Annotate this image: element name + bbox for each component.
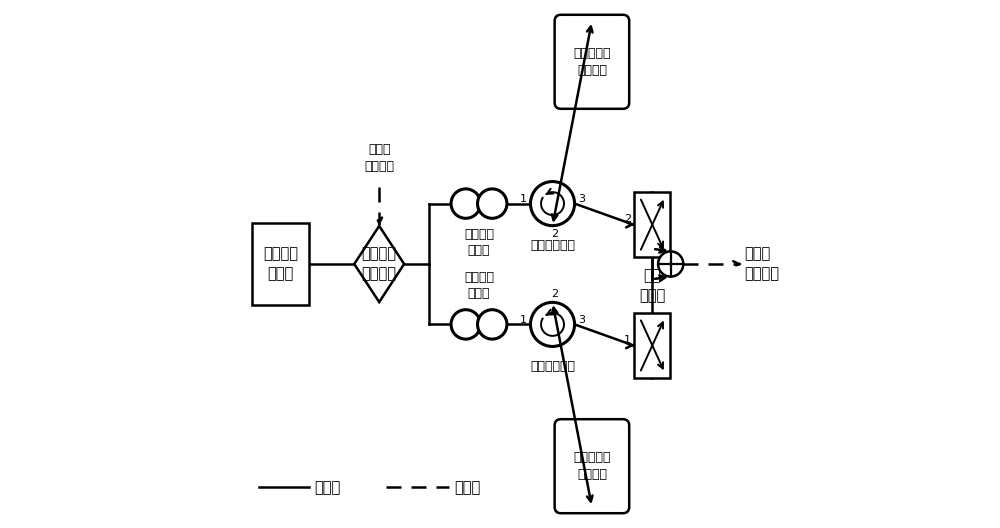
Circle shape — [530, 303, 575, 346]
Text: 双输出电
光调制器: 双输出电 光调制器 — [362, 247, 397, 281]
Circle shape — [530, 182, 575, 225]
Text: 1: 1 — [624, 335, 631, 345]
Text: 2: 2 — [551, 229, 558, 239]
FancyBboxPatch shape — [555, 419, 629, 513]
Text: 3: 3 — [578, 315, 585, 325]
FancyBboxPatch shape — [555, 15, 629, 109]
Circle shape — [451, 310, 480, 339]
Text: 第二光环行器: 第二光环行器 — [530, 239, 575, 252]
Text: 2: 2 — [551, 289, 558, 299]
Text: 电通路: 电通路 — [454, 480, 480, 495]
Bar — [634, 313, 670, 378]
Text: 1: 1 — [520, 194, 527, 204]
Text: 光通路: 光通路 — [315, 480, 341, 495]
Polygon shape — [354, 226, 404, 302]
Text: 第一偏振
控制器: 第一偏振 控制器 — [464, 271, 494, 300]
Bar — [634, 192, 670, 258]
Bar — [252, 223, 309, 305]
Text: 2: 2 — [624, 214, 631, 224]
Text: 第一光环行器: 第一光环行器 — [530, 360, 575, 373]
Circle shape — [451, 189, 480, 218]
Text: 第一从半导
体激光器: 第一从半导 体激光器 — [573, 451, 611, 481]
Circle shape — [478, 310, 507, 339]
Text: 主半导体
激光器: 主半导体 激光器 — [263, 247, 298, 281]
Circle shape — [658, 251, 683, 277]
Text: 滤波后
输出信号: 滤波后 输出信号 — [744, 247, 779, 281]
Text: 平衡
探测器: 平衡 探测器 — [639, 268, 665, 303]
Text: 待处理
微波信号: 待处理 微波信号 — [364, 144, 394, 173]
Text: 第二偏振
控制器: 第二偏振 控制器 — [464, 228, 494, 257]
Text: 第二从半导
体激光器: 第二从半导 体激光器 — [573, 47, 611, 77]
Text: 3: 3 — [578, 194, 585, 204]
Text: 1: 1 — [520, 315, 527, 325]
Circle shape — [478, 189, 507, 218]
